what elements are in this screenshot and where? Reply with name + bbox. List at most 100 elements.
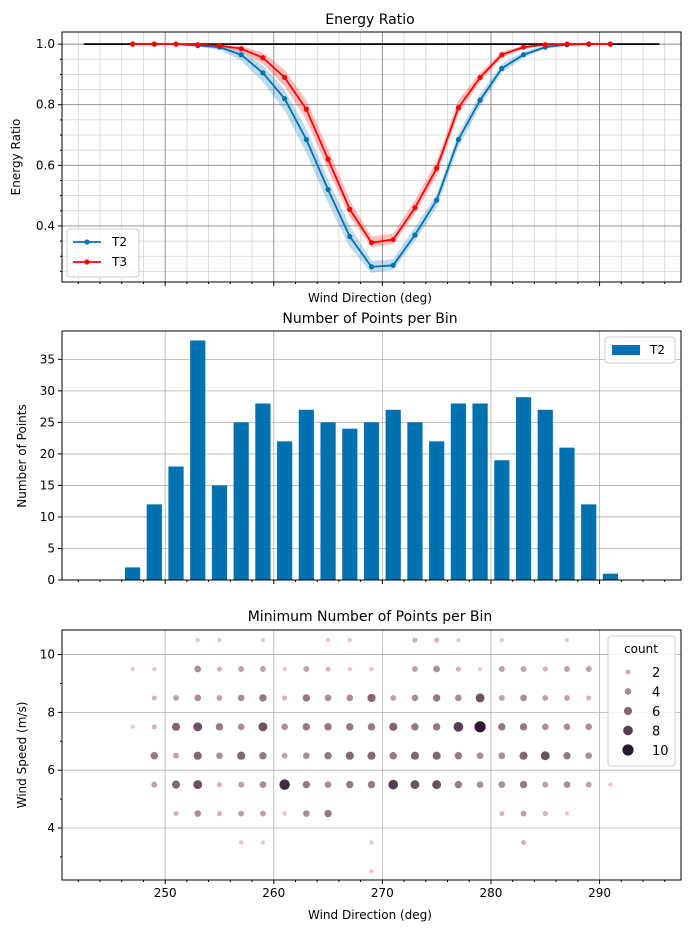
legend-swatch-t2	[612, 345, 640, 355]
scatter-point	[585, 666, 592, 672]
bar	[255, 403, 271, 580]
scatter-point	[282, 695, 288, 701]
scatter-point	[195, 637, 200, 643]
bar	[450, 403, 466, 580]
points-per-bin-chart: Number of Points per Bin 05101520253035 …	[15, 311, 682, 587]
data-point-t3	[542, 42, 548, 48]
data-point-t3	[520, 44, 527, 50]
scatter-point	[564, 694, 570, 701]
legend: count 2 4 6 8 10	[607, 635, 676, 767]
scatter-point	[173, 752, 179, 759]
scatter-point	[499, 810, 505, 817]
scatter-point	[519, 751, 528, 760]
data-point-t3	[607, 41, 614, 47]
scatter-point	[411, 694, 419, 702]
x-axis-ticks	[77, 282, 666, 286]
scatter-point	[238, 666, 245, 672]
bar	[342, 428, 358, 580]
data-point-t3	[499, 52, 505, 58]
energy-ratio-chart: Energy Ratio 0.4 0.6 0.8 1.0 Energy Ratio W…	[9, 12, 682, 305]
scatter-point	[216, 782, 223, 788]
scatter-point	[454, 752, 463, 760]
bar	[581, 504, 597, 580]
scatter-point	[238, 810, 245, 817]
scatter-point	[608, 782, 613, 787]
scatter-point	[540, 751, 550, 761]
scatter-point	[346, 780, 354, 789]
scatter-point	[151, 781, 158, 788]
scatter-point	[432, 694, 441, 702]
y-tick-label: 0.4	[36, 219, 55, 233]
chart-title: Minimum Number of Points per Bin	[248, 609, 493, 625]
y-tick-label: 4	[47, 821, 55, 835]
bar	[363, 422, 380, 580]
scatter-point	[173, 694, 179, 701]
scatter-point	[542, 666, 548, 672]
series-lines	[132, 43, 611, 268]
y-tick-label: 0.8	[36, 98, 55, 112]
series-points	[129, 41, 614, 270]
x-tick-label: 270	[371, 886, 394, 900]
y-tick-label: 10	[40, 510, 55, 524]
legend-frame	[66, 228, 140, 278]
scatter-point	[367, 693, 376, 703]
legend-label: 10	[652, 744, 669, 759]
data-point-t2	[455, 136, 461, 143]
scatter-point	[282, 811, 287, 816]
plot-frame	[61, 629, 682, 881]
y-axis-label: Wind Speed (m/s)	[15, 702, 29, 809]
y-tick-label: 1.0	[36, 37, 55, 51]
scatter-point	[585, 752, 593, 760]
bar	[494, 460, 510, 580]
scatter-point	[347, 666, 352, 672]
data-point-t2	[238, 52, 244, 58]
legend: T2	[604, 336, 676, 364]
bar	[146, 504, 162, 580]
legend-marker	[625, 669, 631, 675]
scatter-point	[411, 723, 419, 731]
data-point-t3	[412, 205, 418, 211]
x-axis-label: Wind Direction (deg)	[308, 291, 432, 305]
scatter-point	[173, 810, 179, 817]
scatter-point	[194, 665, 202, 673]
y-tick-label: 35	[40, 352, 55, 366]
scatter-point	[279, 779, 290, 790]
data-point-t3	[282, 74, 288, 81]
data-point-t3	[564, 41, 570, 47]
scatter-point	[432, 780, 442, 790]
scatter-point	[259, 694, 267, 702]
y-tick-label: 6	[47, 763, 55, 777]
scatter-point	[432, 751, 441, 760]
scatter-point	[498, 752, 506, 760]
data-point-t2	[412, 232, 418, 238]
scatter-point	[259, 666, 266, 672]
scatter-point	[476, 781, 484, 788]
bar	[233, 422, 249, 580]
data-point-t3	[477, 74, 483, 81]
scatter-point	[238, 840, 244, 845]
data-point-t3	[260, 55, 266, 61]
bar	[277, 441, 293, 580]
data-point-t3	[434, 165, 440, 171]
legend-label-t2: T2	[649, 343, 665, 357]
legend-label: 8	[652, 725, 660, 740]
series-line-t2	[132, 43, 611, 268]
scatter-point	[564, 637, 570, 643]
scatter-point	[258, 722, 268, 732]
data-point-t3	[586, 41, 592, 47]
scatter-point	[432, 723, 441, 731]
data-point-t3	[129, 41, 136, 47]
scatter-point	[519, 780, 528, 789]
scatter-point	[346, 694, 354, 702]
legend-marker	[623, 706, 633, 716]
legend-title: count	[624, 642, 658, 656]
y-tick-label: 15	[40, 478, 55, 492]
scatter-point	[302, 694, 311, 702]
bar	[472, 403, 488, 580]
data-point-t3	[390, 236, 396, 243]
legend-marker-t3	[84, 259, 90, 265]
y-tick-label: 10	[40, 648, 55, 662]
data-point-t3	[216, 43, 223, 49]
scatter-point	[498, 666, 505, 672]
scatter-point	[410, 751, 420, 760]
